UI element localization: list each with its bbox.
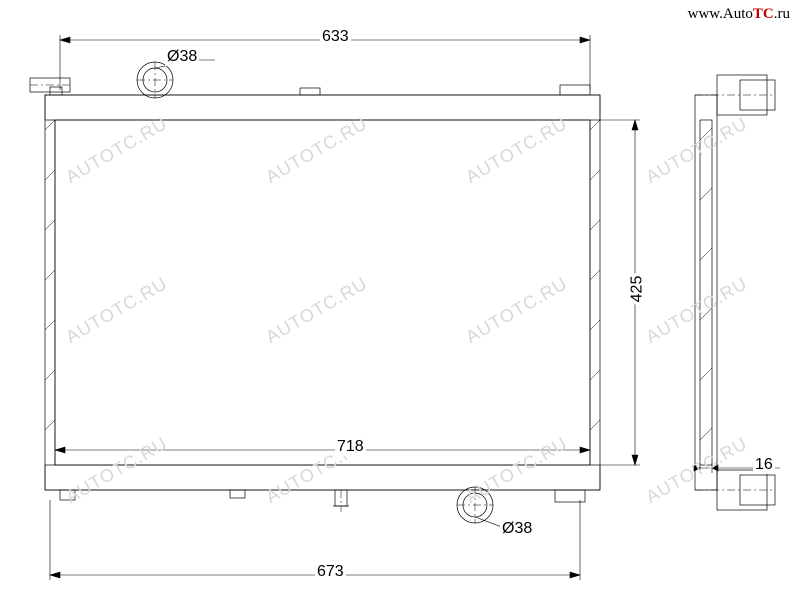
top-tank [45,95,600,120]
url-auto: Auto [723,6,753,22]
dim-label-16: 16 [753,456,775,474]
core [55,120,590,465]
url-prefix: www. [688,6,723,22]
dim-label-425: 425 [628,274,646,305]
dim-inner-718 [55,447,590,453]
dim-label-dia38-bottom: Ø38 [500,520,534,538]
source-url: www.AutoTC.ru [688,6,790,23]
dim-label-633: 633 [320,28,351,46]
technical-drawing [0,0,800,600]
bracket-bottom-right [555,490,585,502]
dim-label-dia38-top: Ø38 [165,48,199,66]
hatch-left [45,120,55,430]
side-view [695,75,775,510]
drawing-canvas [0,0,800,600]
bottom-tank [45,465,600,490]
bracket-top-right [560,85,590,95]
tab-top-center [300,88,320,95]
hatch-right [590,120,600,430]
dim-label-718: 718 [335,438,366,456]
url-tc: TC [753,6,774,22]
url-suffix: .ru [774,6,790,22]
front-outer [45,95,600,490]
dim-label-673: 673 [315,563,346,581]
